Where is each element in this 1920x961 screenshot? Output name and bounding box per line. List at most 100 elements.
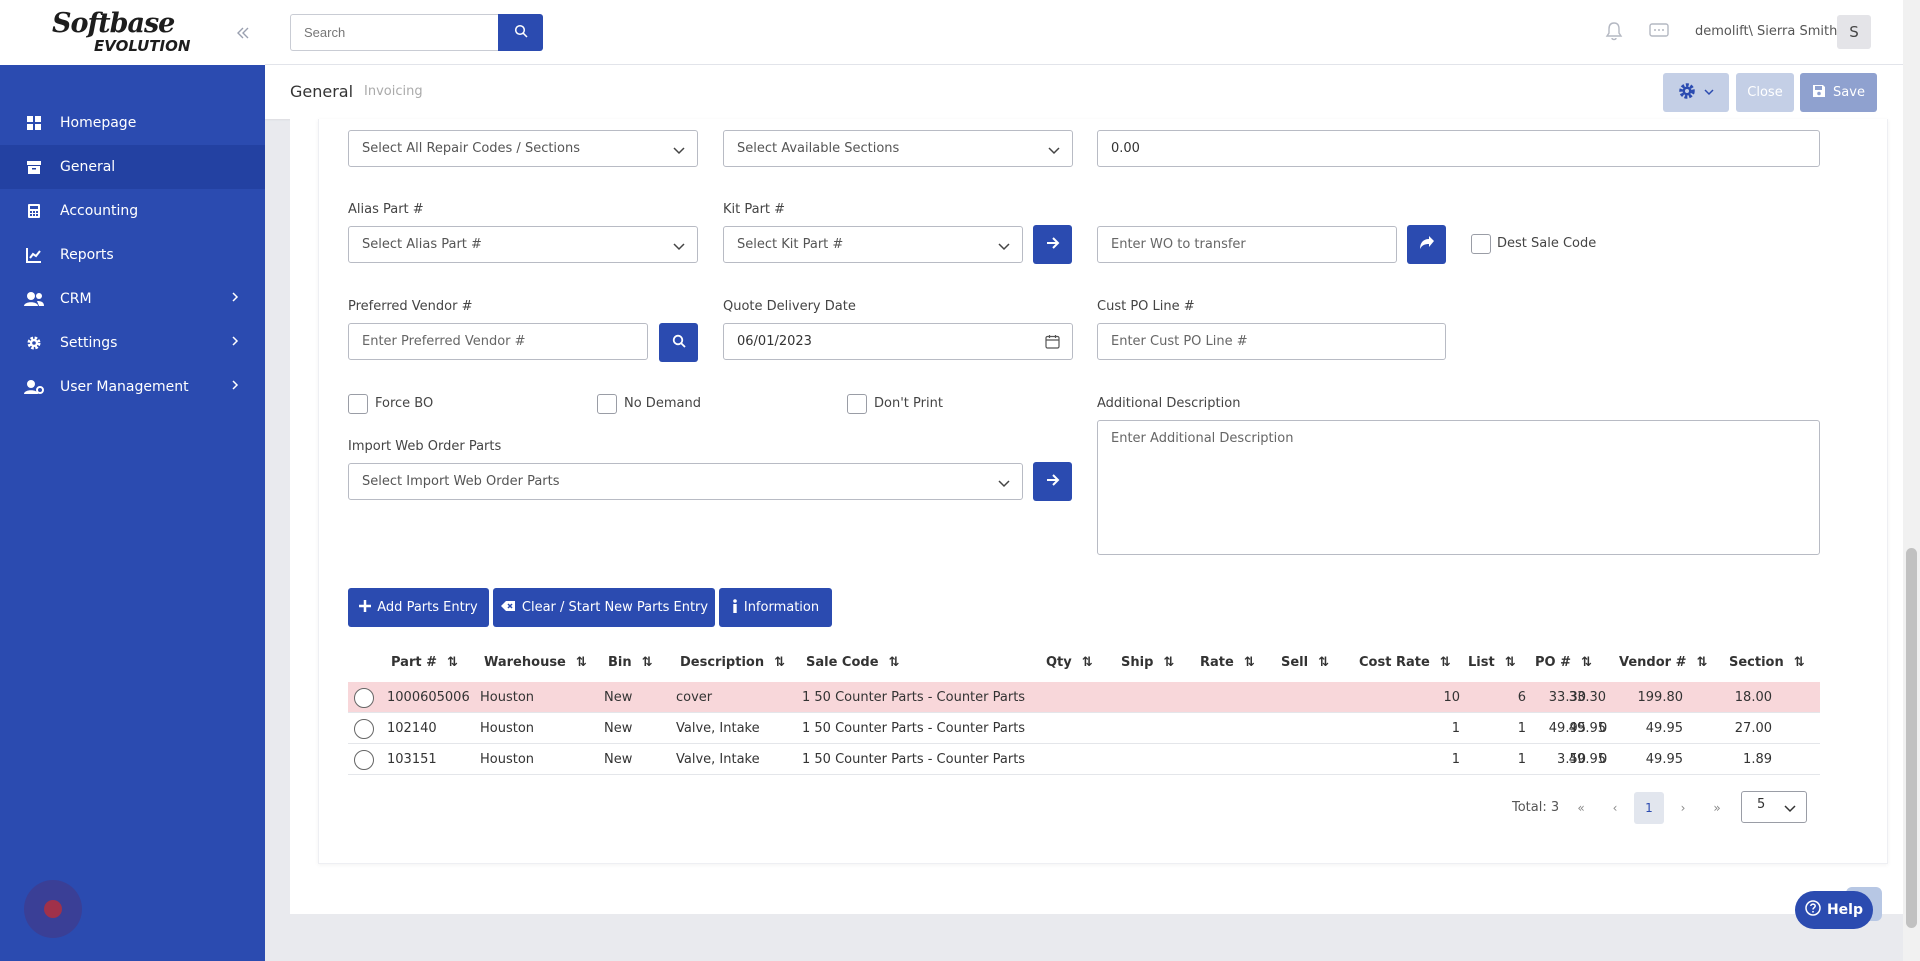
save-button[interactable]: Save: [1800, 73, 1877, 112]
cell-sell: 49.95: [1645, 721, 1683, 736]
sidebar-item-user-management[interactable]: User Management: [0, 365, 265, 409]
column-header-description[interactable]: Description ⇅: [680, 655, 785, 670]
column-header-label: Sale Code: [806, 655, 879, 670]
import-web-order-select[interactable]: Select Import Web Order Parts: [348, 463, 1023, 500]
page-number-button[interactable]: 1: [1634, 792, 1664, 824]
page-size-value: 5: [1757, 797, 1766, 812]
next-page-icon[interactable]: ›: [1680, 801, 1686, 815]
amount-input[interactable]: 0.00: [1097, 130, 1820, 167]
tab-invoicing[interactable]: Invoicing: [364, 84, 423, 99]
column-header-label: Vendor #: [1619, 655, 1687, 670]
sidebar-item-accounting[interactable]: Accounting: [0, 189, 265, 233]
information-button[interactable]: Information: [719, 588, 832, 627]
wo-transfer-button[interactable]: [1407, 225, 1446, 264]
available-sections-select[interactable]: Select Available Sections: [723, 130, 1073, 167]
additional-description-textarea[interactable]: Enter Additional Description: [1097, 420, 1820, 555]
collapse-sidebar-icon[interactable]: [236, 21, 250, 45]
messages-icon[interactable]: [1649, 22, 1669, 44]
dashboard-icon: [24, 114, 44, 132]
quote-delivery-date-value: 06/01/2023: [737, 334, 812, 349]
table-row[interactable]: 103151 Houston New Valve, Intake 1 50 Co…: [348, 744, 1820, 775]
sidebar-item-settings[interactable]: Settings: [0, 321, 265, 365]
kit-part-go-button[interactable]: [1033, 225, 1072, 264]
chat-widget-button[interactable]: [24, 880, 82, 938]
row-select-radio[interactable]: [354, 719, 374, 739]
arrow-right-icon: [1046, 236, 1060, 253]
tab-general[interactable]: General: [290, 82, 354, 101]
column-header-rate[interactable]: Rate ⇅: [1200, 655, 1255, 670]
sort-icon: ⇅: [1163, 655, 1175, 670]
column-header-part[interactable]: Part # ⇅: [391, 655, 458, 670]
force-bo-checkbox[interactable]: [348, 394, 368, 414]
quote-delivery-date-input[interactable]: 06/01/2023: [723, 323, 1073, 360]
search-input[interactable]: [290, 14, 498, 51]
first-page-icon[interactable]: «: [1577, 801, 1585, 815]
wo-transfer-input[interactable]: Enter WO to transfer: [1097, 226, 1397, 263]
cell-po: 0: [1599, 752, 1608, 767]
column-header-po[interactable]: PO # ⇅: [1535, 655, 1592, 670]
column-header-warehouse[interactable]: Warehouse ⇅: [484, 655, 587, 670]
kit-part-select[interactable]: Select Kit Part #: [723, 226, 1023, 263]
chevron-down-icon: [1048, 144, 1060, 159]
dest-sale-code-checkbox[interactable]: [1471, 234, 1491, 254]
calendar-icon[interactable]: [1045, 334, 1060, 353]
sidebar-item-homepage[interactable]: Homepage: [0, 101, 265, 145]
alias-part-select[interactable]: Select Alias Part #: [348, 226, 698, 263]
chevron-right-icon: [231, 291, 239, 305]
sidebar-item-general[interactable]: General: [0, 145, 265, 189]
sort-icon: ⇅: [1581, 655, 1592, 670]
column-header-cost-rate[interactable]: Cost Rate ⇅: [1359, 655, 1451, 670]
table-row[interactable]: 1000605006 Houston New cover 1 50 Counte…: [348, 682, 1820, 713]
add-parts-entry-button[interactable]: Add Parts Entry: [348, 588, 489, 627]
preferred-vendor-label: Preferred Vendor #: [348, 299, 473, 314]
search-button[interactable]: [498, 14, 543, 51]
sidebar-item-label: Accounting: [60, 203, 139, 219]
import-web-order-go-button[interactable]: [1033, 462, 1072, 501]
cell-cost-rate: 27.00: [1734, 721, 1772, 736]
avatar[interactable]: S: [1837, 15, 1871, 49]
column-header-sell[interactable]: Sell ⇅: [1281, 655, 1329, 670]
logo-text-sub: EVOLUTION: [94, 37, 191, 55]
cust-po-input[interactable]: Enter Cust PO Line #: [1097, 323, 1446, 360]
page-size-select[interactable]: 5: [1741, 791, 1807, 823]
save-icon: [1812, 84, 1826, 102]
close-button[interactable]: Close: [1736, 73, 1794, 112]
repair-codes-select[interactable]: Select All Repair Codes / Sections: [348, 130, 698, 167]
column-header-section[interactable]: Section ⇅: [1729, 655, 1805, 670]
column-header-list[interactable]: List ⇅: [1468, 655, 1516, 670]
column-header-label: Description: [680, 655, 765, 670]
clear-parts-entry-button[interactable]: Clear / Start New Parts Entry: [493, 588, 715, 627]
sort-icon: ⇅: [774, 655, 785, 670]
last-page-icon[interactable]: »: [1713, 801, 1721, 815]
user-name[interactable]: demolift\ Sierra Smith: [1695, 24, 1838, 39]
dont-print-checkbox[interactable]: [847, 394, 867, 414]
row-select-radio[interactable]: [354, 688, 374, 708]
table-row[interactable]: 102140 Houston New Valve, Intake 1 50 Co…: [348, 713, 1820, 744]
help-button[interactable]: Help: [1795, 891, 1873, 929]
no-demand-checkbox[interactable]: [597, 394, 617, 414]
column-header-label: Cost Rate: [1359, 655, 1430, 670]
preferred-vendor-search-button[interactable]: [659, 323, 698, 362]
column-header-bin[interactable]: Bin ⇅: [608, 655, 653, 670]
settings-dropdown-button[interactable]: [1663, 73, 1729, 112]
chevron-down-icon: [673, 240, 685, 255]
prev-page-icon[interactable]: ‹: [1612, 801, 1618, 815]
column-header-qty[interactable]: Qty ⇅: [1046, 655, 1093, 670]
column-header-sale-code[interactable]: Sale Code ⇅: [806, 655, 899, 670]
page-scrollbar-thumb[interactable]: [1906, 548, 1917, 928]
cell-warehouse: Houston: [480, 721, 535, 736]
row-select-radio[interactable]: [354, 750, 374, 770]
cell-ship: 1: [1517, 721, 1526, 736]
logo[interactable]: Softbase EVOLUTION: [52, 10, 202, 58]
sort-icon: ⇅: [641, 655, 653, 670]
preferred-vendor-input[interactable]: Enter Preferred Vendor #: [348, 323, 648, 360]
cell-ship: 1: [1517, 752, 1526, 767]
available-sections-select-text: Select Available Sections: [737, 141, 900, 156]
column-header-ship[interactable]: Ship ⇅: [1121, 655, 1174, 670]
bell-icon[interactable]: [1605, 21, 1623, 45]
sidebar-item-reports[interactable]: Reports: [0, 233, 265, 277]
sidebar-item-label: CRM: [60, 291, 92, 307]
sidebar-item-crm[interactable]: CRM: [0, 277, 265, 321]
column-header-label: Rate: [1200, 655, 1234, 670]
column-header-vendor[interactable]: Vendor # ⇅: [1619, 655, 1707, 670]
